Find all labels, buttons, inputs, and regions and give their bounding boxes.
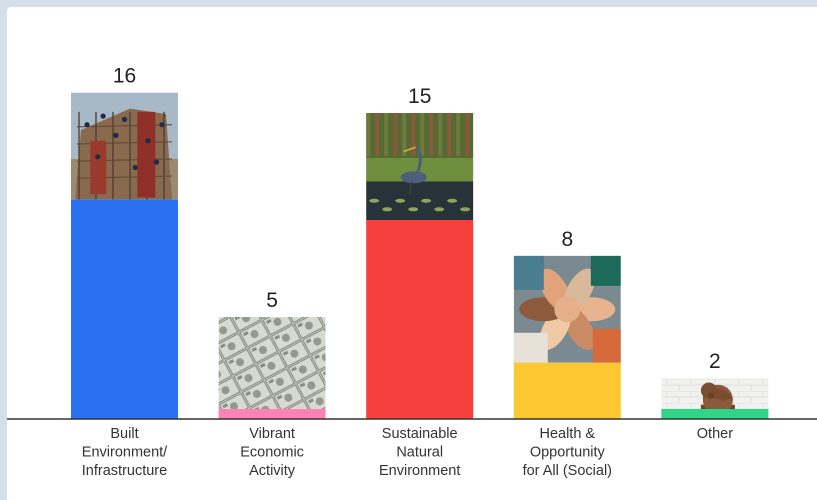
- category-label-line: Opportunity: [530, 445, 606, 461]
- value-label-0: 16: [113, 65, 136, 88]
- category-label-line: Vibrant: [249, 426, 295, 442]
- category-label-line: Health &: [539, 426, 595, 442]
- bar-4: [661, 409, 769, 419]
- value-label-1: 5: [266, 289, 278, 312]
- construction-workers-photo: [71, 92, 178, 200]
- category-label-line: Infrastructure: [82, 463, 167, 479]
- category-label-line: Other: [697, 426, 733, 442]
- category-label-0: Built Environment/Infrastructure: [82, 426, 168, 479]
- category-label-4: Other: [697, 426, 733, 442]
- bar-0: [71, 199, 178, 419]
- value-label-2: 15: [408, 85, 431, 108]
- category-label-line: Sustainable: [382, 426, 458, 442]
- stacked-hands-photo: [513, 255, 621, 363]
- dollar-bills-photo: [218, 317, 326, 409]
- category-label-line: Natural: [396, 445, 443, 461]
- category-label-line: Activity: [249, 463, 296, 479]
- category-label-line: Built: [110, 426, 138, 442]
- bar-3: [513, 362, 621, 419]
- category-label-line: Environment/: [82, 445, 168, 461]
- heron-wetland-photo: [366, 113, 474, 220]
- chart-card: 16 Built Environment/Infrastructure 5 Vibran…: [7, 7, 817, 500]
- category-label-line: Economic: [240, 445, 304, 461]
- bar-1: [218, 409, 326, 419]
- category-label-line: for All (Social): [523, 463, 612, 479]
- category-label-line: Environment: [379, 463, 460, 479]
- thinker-statue-photo: [661, 378, 769, 410]
- category-label-2: Sustainable Natural Environment: [379, 426, 460, 479]
- category-label-3: Health & Opportunity for All (Social): [523, 426, 612, 479]
- value-label-4: 2: [709, 350, 721, 373]
- value-label-3: 8: [561, 228, 573, 251]
- bar-2: [366, 220, 474, 419]
- bar-chart: 16 Built Environment/Infrastructure 5 Vibran…: [7, 65, 817, 479]
- category-label-1: Vibrant Economic Activity: [240, 426, 304, 479]
